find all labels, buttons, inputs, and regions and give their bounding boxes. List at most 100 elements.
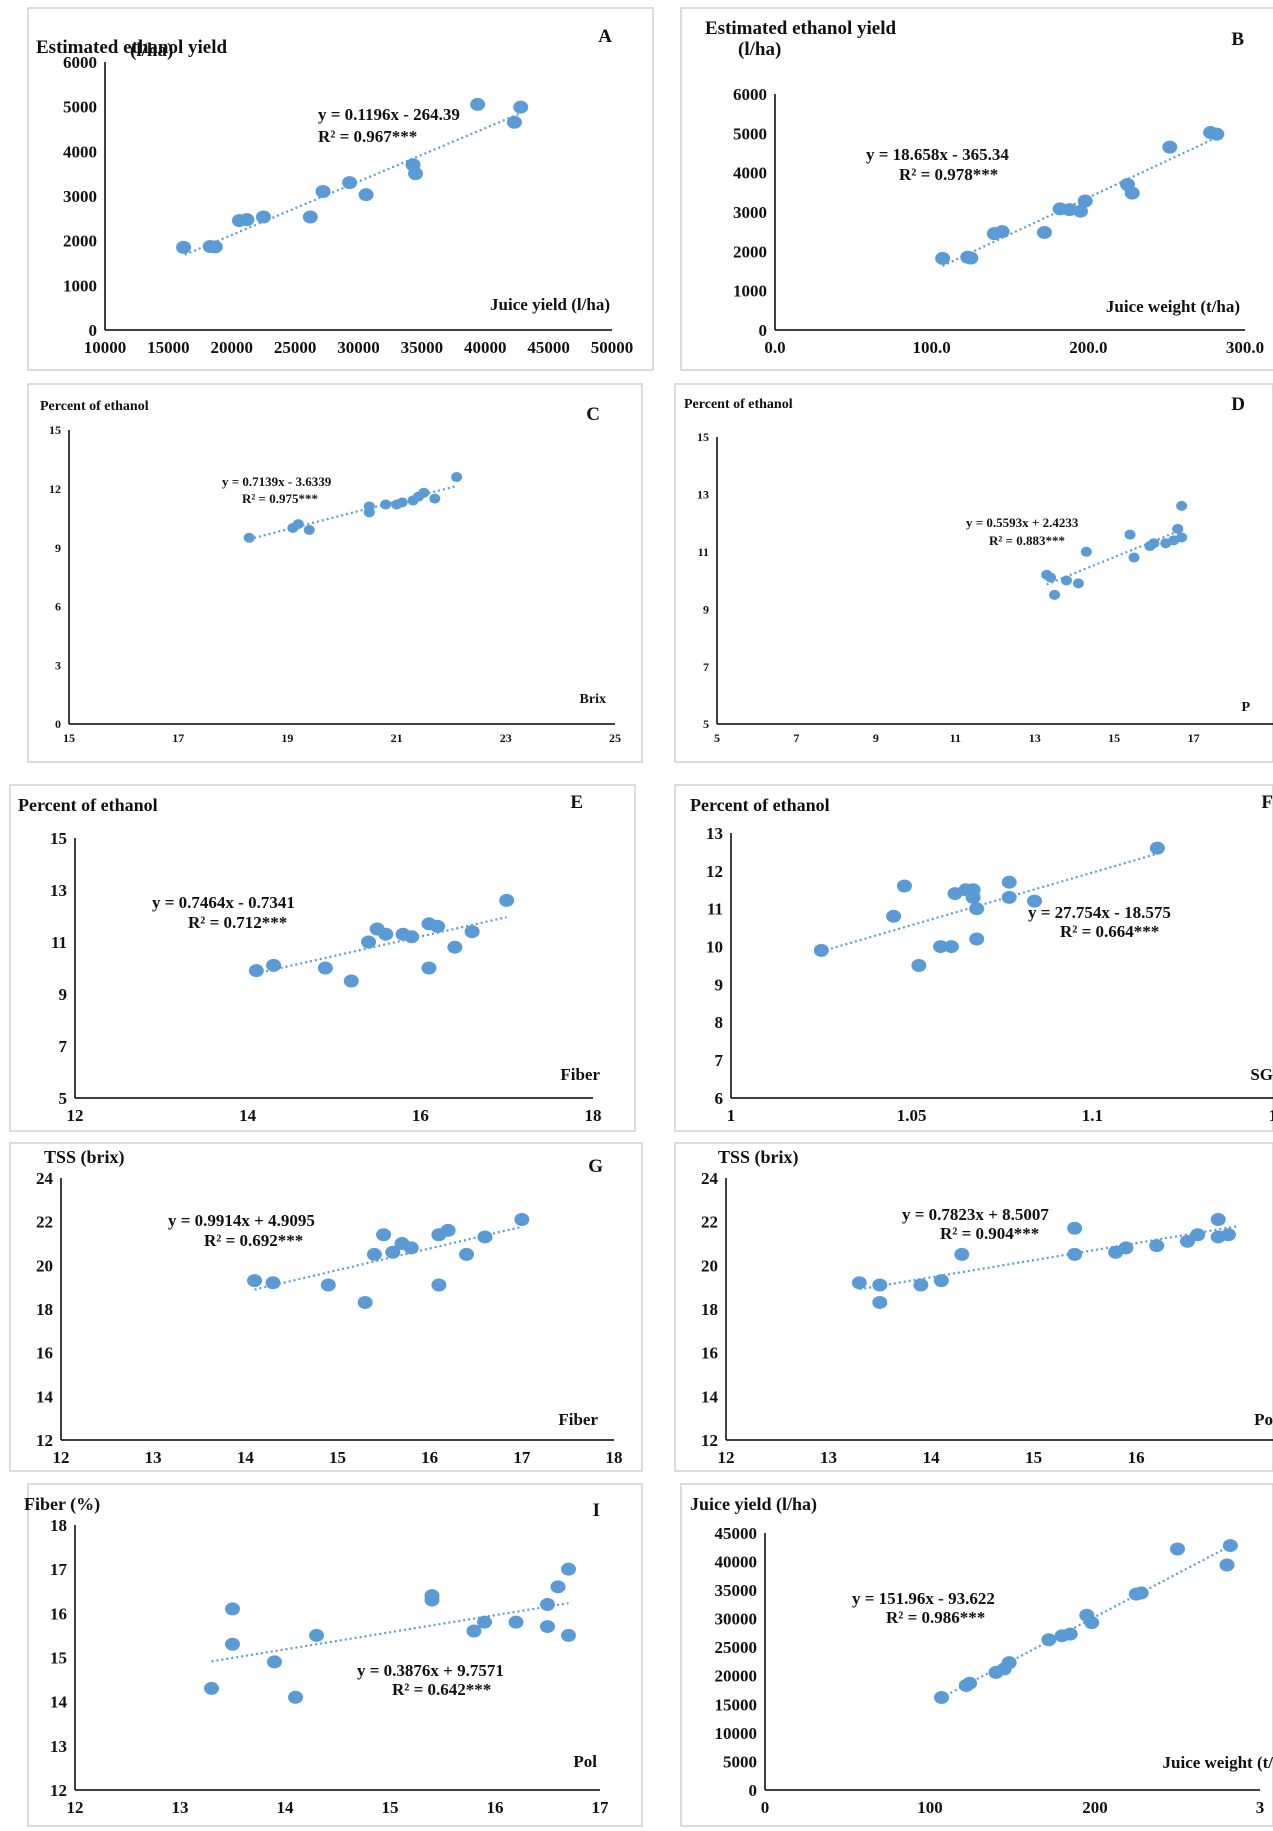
panel-frame	[27, 1483, 643, 1827]
y-tick-label: 30000	[715, 1610, 758, 1629]
data-point	[1080, 546, 1092, 557]
x-axis-title: Pol	[573, 1752, 597, 1771]
x-tick-label: 15	[63, 731, 75, 745]
data-point	[933, 940, 949, 954]
data-point	[385, 1245, 401, 1259]
data-point	[266, 958, 282, 972]
data-point	[943, 940, 959, 954]
data-point	[913, 1278, 929, 1292]
data-point	[969, 932, 985, 946]
regression-equation: y = 18.658x - 365.34	[866, 145, 1009, 164]
x-tick-label: 14	[923, 1448, 941, 1467]
data-point	[1060, 575, 1072, 586]
chart-panel-i: 12 13 14 15 16 17 18 12 13 14 15 16 17 Fiber (%) Pol Iy…	[24, 1483, 643, 1827]
chart-panel-b: 0 1000 2000 3000 4000 5000 6000 0.0 100.0 200.0 30…	[680, 7, 1273, 371]
trendline	[184, 112, 522, 256]
data-point	[896, 879, 912, 893]
data-point	[429, 493, 441, 504]
trendline	[211, 1602, 569, 1663]
y-tick-label: 12	[36, 1431, 53, 1450]
x-tick-label: 18	[606, 1448, 623, 1467]
x-tick-label: 1	[727, 1106, 736, 1125]
y-tick-label: 16	[50, 1604, 67, 1623]
y-tick-label: 6000	[733, 85, 767, 104]
y-tick-label: 7	[59, 1037, 68, 1056]
x-tick-label: 30000	[337, 338, 380, 357]
y-axis-title: Fiber (%)	[24, 1494, 100, 1515]
panel-label: G	[588, 1156, 603, 1177]
y-tick-label: 24	[36, 1169, 54, 1188]
data-point	[1128, 552, 1140, 563]
data-point	[1209, 127, 1225, 141]
x-tick-label: 20000	[211, 338, 254, 357]
data-point	[561, 1628, 576, 1642]
y-tick-label: 5	[703, 717, 709, 731]
y-tick-label: 12	[706, 862, 723, 881]
y-tick-label: 5000	[733, 124, 767, 143]
data-point	[994, 225, 1010, 239]
data-point	[380, 499, 392, 510]
data-point	[343, 974, 359, 988]
data-point	[239, 213, 255, 227]
data-point	[477, 1615, 492, 1629]
r-squared: R² = 0.975***	[242, 491, 318, 506]
x-tick-label: 17	[513, 1448, 531, 1467]
y-tick-label: 11	[698, 545, 709, 559]
data-point	[366, 1247, 382, 1261]
y-tick-label: 45000	[715, 1524, 758, 1543]
data-point	[451, 472, 463, 483]
y-axis-title: TSS (brix)	[718, 1147, 799, 1168]
data-point	[225, 1637, 240, 1651]
data-point	[430, 919, 446, 933]
regression-equation: y = 151.96x - 93.622	[852, 1589, 995, 1608]
x-tick-label: 1.1	[1082, 1106, 1103, 1125]
x-axis-title: Po	[1254, 1410, 1273, 1429]
x-tick-label: 16	[412, 1106, 429, 1125]
data-point	[935, 251, 951, 265]
x-tick-label: 200.0	[1069, 338, 1107, 357]
data-point	[1067, 1221, 1083, 1235]
x-tick-label: 12	[718, 1448, 735, 1467]
y-tick-label: 18	[36, 1300, 53, 1319]
y-tick-label: 13	[50, 1737, 67, 1756]
data-point	[954, 1247, 970, 1261]
regression-equation: y = 0.7464x - 0.7341	[152, 893, 295, 912]
y-tick-label: 15	[50, 1648, 67, 1667]
data-point	[934, 1690, 950, 1704]
y-tick-label: 16	[36, 1344, 53, 1363]
y-tick-label: 15000	[715, 1695, 758, 1714]
regression-equation: y = 0.7823x + 8.5007	[902, 1205, 1049, 1224]
chart-panel-f: 6 7 8 9 10 11 12 13 1 1.05 1.1 1 Percent of ethanol S…	[674, 784, 1273, 1132]
y-tick-label: 22	[701, 1213, 718, 1232]
x-tick-label: 13	[145, 1448, 162, 1467]
panel-frame	[9, 1142, 643, 1472]
chart-panel-c: 0 3 6 9 12 15 15 17 19 21 23 25 Percent of ethanol Br…	[27, 383, 643, 763]
data-point	[403, 1241, 419, 1255]
x-tick-label: 11	[950, 731, 961, 745]
y-tick-label: 4000	[63, 142, 97, 161]
data-point	[1219, 1558, 1235, 1572]
panel-frame	[27, 383, 643, 763]
y-tick-label: 4000	[733, 164, 767, 183]
data-point	[247, 1274, 263, 1288]
x-tick-label: 50000	[591, 338, 634, 357]
x-tick-label: 14	[277, 1798, 295, 1817]
x-axis-title: Fiber	[558, 1410, 598, 1429]
x-tick-label: 19	[281, 731, 293, 745]
data-point	[499, 893, 515, 907]
y-tick-label: 5000	[63, 98, 97, 117]
data-point	[466, 1624, 482, 1638]
data-point	[418, 487, 430, 498]
y-tick-label: 3000	[733, 203, 767, 222]
data-point	[1045, 572, 1057, 583]
panel-label: A	[598, 26, 612, 47]
panel-frame	[9, 784, 636, 1132]
y-tick-label: 35000	[715, 1581, 758, 1600]
data-point	[1190, 1228, 1206, 1242]
data-point	[1084, 1616, 1100, 1630]
r-squared: R² = 0.978***	[899, 165, 998, 184]
x-tick-label: 17	[592, 1798, 610, 1817]
x-tick-label: 13	[820, 1448, 837, 1467]
regression-equation: y = 0.1196x - 264.39	[318, 105, 460, 124]
trendline	[254, 1225, 523, 1291]
